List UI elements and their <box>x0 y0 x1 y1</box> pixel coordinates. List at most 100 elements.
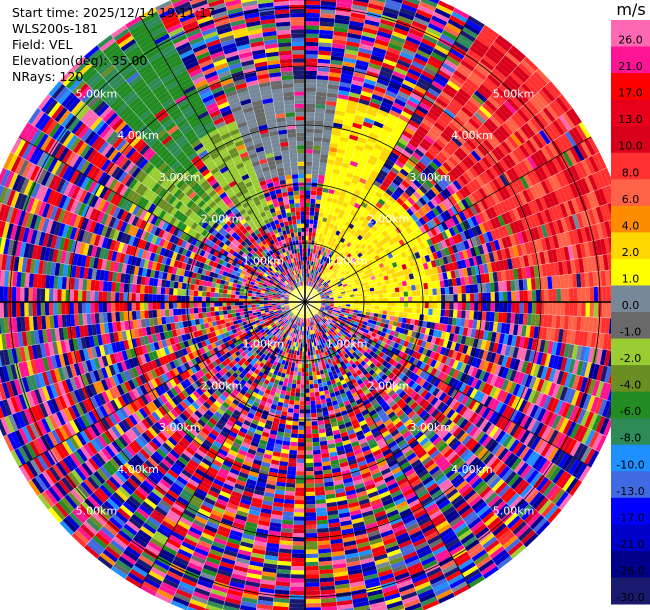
velocity-cell <box>315 280 319 285</box>
velocity-cell <box>468 117 481 130</box>
velocity-cell <box>595 239 603 256</box>
velocity-cell <box>402 165 412 174</box>
velocity-cell <box>374 116 386 125</box>
velocity-cell <box>295 471 305 476</box>
velocity-cell <box>373 120 384 129</box>
velocity-cell <box>436 265 443 274</box>
velocity-cell <box>468 257 475 267</box>
velocity-cell <box>340 73 354 80</box>
velocity-cell <box>382 191 391 200</box>
velocity-cell <box>314 207 320 213</box>
velocity-cell <box>296 380 301 385</box>
velocity-cell <box>577 287 582 302</box>
velocity-cell <box>377 187 386 196</box>
velocity-cell <box>437 294 442 302</box>
velocity-cell <box>437 232 445 242</box>
velocity-cell <box>542 107 556 123</box>
velocity-cell <box>327 254 332 260</box>
velocity-cell <box>399 153 410 162</box>
velocity-cell <box>400 83 414 93</box>
velocity-cell <box>506 312 512 324</box>
velocity-cell <box>420 205 429 215</box>
velocity-cell <box>546 192 556 208</box>
velocity-cell <box>602 286 607 302</box>
velocity-cell <box>396 59 411 69</box>
velocity-cell <box>521 267 527 280</box>
velocity-cell <box>453 40 470 53</box>
velocity-cell <box>305 512 317 517</box>
velocity-cell <box>399 307 404 313</box>
velocity-cell <box>428 253 435 262</box>
velocity-cell <box>327 263 332 269</box>
velocity-cell <box>310 198 316 204</box>
velocity-cell <box>390 181 399 190</box>
velocity-cell <box>329 277 334 282</box>
velocity-cell <box>350 83 363 91</box>
velocity-cell <box>435 97 449 109</box>
velocity-cell <box>463 219 471 230</box>
velocity-cell <box>309 277 312 283</box>
velocity-cell <box>366 291 371 296</box>
velocity-cell <box>498 158 510 172</box>
velocity-cell <box>336 255 342 261</box>
velocity-cell <box>328 275 333 280</box>
velocity-cell <box>544 302 549 315</box>
velocity-cell <box>314 279 318 285</box>
velocity-cell <box>432 295 438 302</box>
velocity-cell <box>419 242 426 250</box>
velocity-cell <box>290 578 305 583</box>
velocity-cell <box>377 26 394 35</box>
velocity-cell <box>305 231 309 236</box>
velocity-cell <box>415 176 425 186</box>
velocity-cell <box>390 74 405 84</box>
velocity-cell <box>421 70 436 81</box>
velocity-cell <box>387 82 401 91</box>
velocity-cell <box>407 307 413 314</box>
velocity-cell <box>354 144 365 152</box>
velocity-cell <box>391 272 397 279</box>
velocity-cell <box>337 273 342 278</box>
velocity-cell <box>310 186 318 192</box>
velocity-cell <box>603 167 614 186</box>
velocity-cell <box>388 42 403 52</box>
velocity-cell <box>538 129 551 145</box>
velocity-cell <box>341 253 347 259</box>
velocity-cell <box>315 91 327 97</box>
velocity-cell <box>291 429 299 434</box>
velocity-cell <box>448 309 454 318</box>
velocity-cell <box>532 213 541 227</box>
velocity-cell <box>441 230 449 240</box>
velocity-cell <box>317 178 325 184</box>
velocity-cell <box>371 93 384 102</box>
velocity-cell <box>378 154 388 163</box>
velocity-cell <box>567 245 575 260</box>
velocity-cell <box>309 207 315 212</box>
velocity-cell <box>558 94 573 111</box>
velocity-cell <box>429 144 441 155</box>
velocity-cell <box>343 197 351 204</box>
velocity-cell <box>402 280 407 287</box>
velocity-cell <box>535 197 545 212</box>
velocity-cell <box>437 69 452 81</box>
velocity-cell <box>462 124 475 136</box>
velocity-cell <box>587 208 597 225</box>
velocity-cell <box>440 264 447 273</box>
velocity-cell <box>552 234 560 249</box>
velocity-cell <box>481 210 490 222</box>
velocity-cell <box>292 528 305 534</box>
velocity-cell <box>295 388 301 393</box>
velocity-cell <box>336 244 341 250</box>
velocity-cell <box>418 217 427 226</box>
velocity-cell <box>431 104 444 115</box>
velocity-cell <box>348 24 364 32</box>
velocity-cell <box>494 146 506 159</box>
velocity-cell <box>418 173 428 183</box>
velocity-cell <box>452 234 460 245</box>
velocity-cell <box>326 268 331 274</box>
velocity-cell <box>484 153 496 167</box>
velocity-cell <box>399 258 406 265</box>
velocity-cell <box>305 516 317 521</box>
velocity-cell <box>399 168 409 177</box>
velocity-cell <box>404 161 415 171</box>
velocity-cell <box>576 143 589 160</box>
